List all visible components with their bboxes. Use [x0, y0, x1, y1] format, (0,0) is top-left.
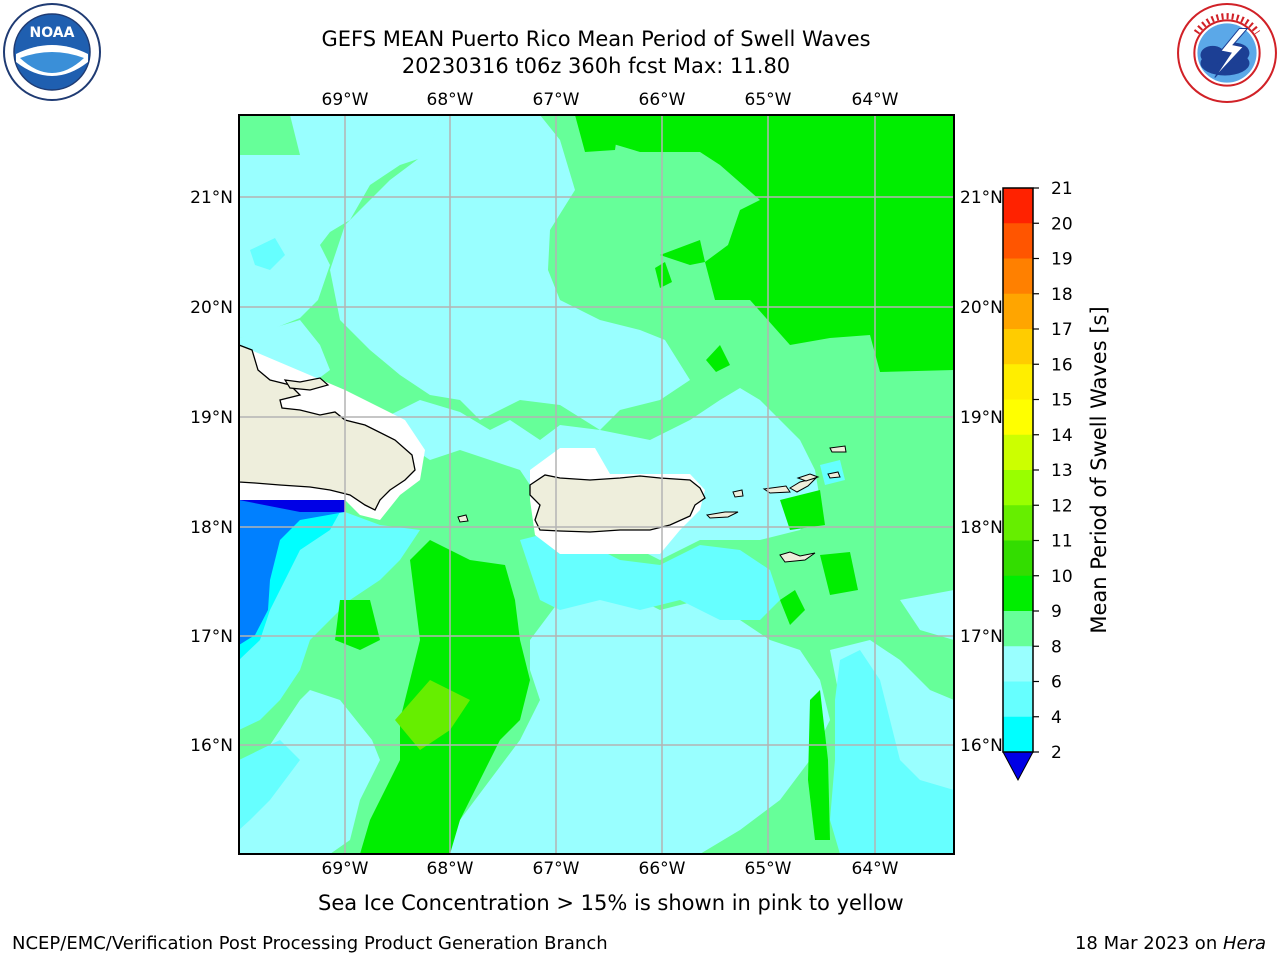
colorbar-tick-label: 19 [1051, 250, 1073, 270]
colorbar-tick-label: 4 [1051, 708, 1062, 728]
grid-lines [239, 115, 954, 854]
colorbar-segment [1003, 258, 1033, 295]
colorbar-tick-label: 14 [1051, 426, 1073, 446]
lon-label-bottom: 66°W [639, 859, 686, 879]
footer-credit: NCEP/EMC/Verification Post Processing Pr… [12, 933, 608, 954]
lon-label-top: 67°W [533, 90, 580, 110]
lon-label-top: 65°W [745, 90, 792, 110]
footer-date: 18 Mar 2023 on Hera [1075, 933, 1266, 954]
lon-label-top: 69°W [322, 90, 369, 110]
colorbar-segment [1003, 646, 1033, 682]
lon-label-bottom: 65°W [745, 859, 792, 879]
colorbar-segment [1003, 329, 1033, 365]
colorbar-tick-label: 20 [1051, 214, 1073, 234]
lon-label-bottom: 67°W [533, 859, 580, 879]
colorbar-tick-label: 18 [1051, 285, 1073, 305]
chart-subtitle: 20230316 t06z 360h fcst Max: 11.80 [401, 54, 791, 78]
colorbar-segment [1003, 575, 1033, 612]
colorbar-tick-label: 21 [1051, 179, 1073, 199]
colorbar-tick-label: 15 [1051, 391, 1073, 411]
svg-text:NOAA: NOAA [30, 25, 75, 41]
colorbar-tick-label: 12 [1051, 496, 1073, 516]
lon-label-bottom: 68°W [427, 859, 474, 879]
footer-host: Hera [1222, 933, 1266, 954]
lat-label-left: 20°N [190, 298, 233, 318]
lon-label-top: 64°W [852, 90, 899, 110]
contour-field [239, 115, 954, 854]
colorbar-segment [1003, 540, 1033, 577]
lon-label-bottom: 69°W [322, 859, 369, 879]
colorbar-tick-label: 2 [1051, 743, 1062, 763]
colorbar-tick-label: 17 [1051, 320, 1073, 340]
colorbar-segment [1003, 470, 1033, 506]
lat-label-right: 18°N [960, 518, 1003, 538]
lat-label-right: 21°N [960, 188, 1003, 208]
colorbar-tick-label: 11 [1051, 532, 1073, 552]
lat-label-left: 17°N [190, 627, 233, 647]
colorbar-segment [1003, 505, 1033, 541]
sea-ice-note: Sea Ice Concentration > 15% is shown in … [318, 891, 904, 915]
lon-label-top: 68°W [427, 90, 474, 110]
colorbar-tick-label: 16 [1051, 355, 1073, 375]
lat-label-left: 21°N [190, 188, 233, 208]
colorbar-tick-label: 8 [1051, 637, 1062, 657]
colorbar-segment [1003, 611, 1033, 647]
colorbar-segment [1003, 223, 1033, 259]
lat-label-right: 17°N [960, 627, 1003, 647]
colorbar-segment [1003, 681, 1033, 718]
lon-label-top: 66°W [639, 90, 686, 110]
colorbar-tick-label: 10 [1051, 567, 1073, 587]
colorbar-tick-label: 6 [1051, 673, 1062, 693]
colorbar-segment [1003, 364, 1033, 400]
colorbar-segment [1003, 434, 1033, 471]
noaa-logo: NOAA [3, 3, 101, 101]
lon-label-bottom: 64°W [852, 859, 899, 879]
colorbar-segment [1003, 293, 1033, 330]
lat-label-left: 16°N [190, 736, 233, 756]
colorbar-segment [1003, 399, 1033, 436]
colorbar-title: Mean Period of Swell Waves [s] [1087, 306, 1111, 633]
colorbar: 21 20 19 18 17 16 15 14 13 12 11 10 9 8 6 4 2 Mean Period… [1002, 179, 1111, 782]
chart-title: GEFS MEAN Puerto Rico Mean Period of Swe… [321, 27, 871, 51]
lat-label-right: 19°N [960, 408, 1003, 428]
colorbar-extension [1002, 751, 1034, 782]
map-frame [238, 114, 955, 855]
lat-label-right: 16°N [960, 736, 1003, 756]
colorbar-segment [1003, 188, 1033, 224]
nws-logo [1177, 3, 1277, 103]
lat-label-left: 19°N [190, 408, 233, 428]
lat-label-right: 20°N [960, 298, 1003, 318]
colorbar-tick-label: 9 [1051, 602, 1062, 622]
colorbar-segment [1003, 716, 1033, 753]
lat-label-left: 18°N [190, 518, 233, 538]
colorbar-tick-label: 13 [1051, 461, 1073, 481]
footer-date-text: 18 Mar 2023 on [1074, 933, 1223, 954]
